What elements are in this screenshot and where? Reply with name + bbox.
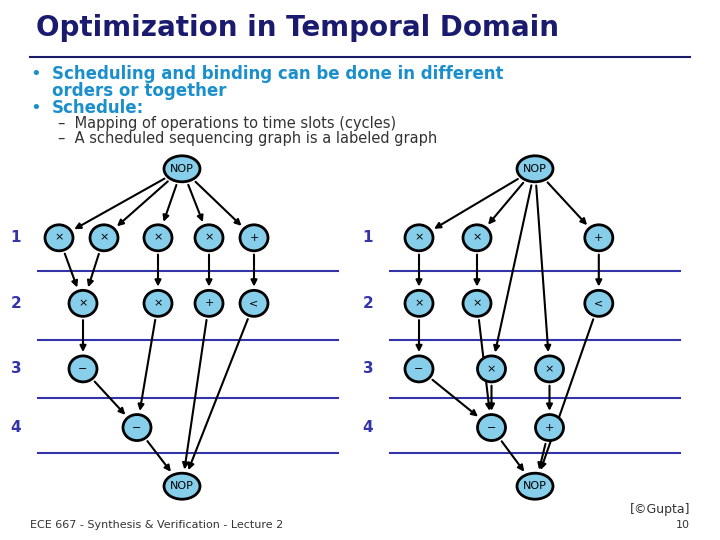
Text: NOP: NOP <box>523 481 547 491</box>
Text: ×: × <box>472 298 482 308</box>
Ellipse shape <box>144 225 172 251</box>
Text: ×: × <box>78 298 88 308</box>
Ellipse shape <box>195 225 223 251</box>
Text: NOP: NOP <box>170 481 194 491</box>
Text: 1: 1 <box>363 230 373 245</box>
Text: ×: × <box>99 233 109 243</box>
Text: 4: 4 <box>11 420 22 435</box>
Text: 3: 3 <box>363 361 373 376</box>
Ellipse shape <box>463 225 491 251</box>
Ellipse shape <box>69 291 97 316</box>
Text: ×: × <box>414 298 423 308</box>
Ellipse shape <box>477 356 505 382</box>
Text: ×: × <box>153 233 163 243</box>
Text: −: − <box>414 364 423 374</box>
Ellipse shape <box>405 225 433 251</box>
Ellipse shape <box>477 415 505 441</box>
Text: ×: × <box>54 233 63 243</box>
Ellipse shape <box>463 291 491 316</box>
Text: ×: × <box>545 364 554 374</box>
Text: Schedule:: Schedule: <box>52 99 144 117</box>
Text: ×: × <box>153 298 163 308</box>
Text: −: − <box>487 422 496 433</box>
Text: NOP: NOP <box>523 164 547 174</box>
Ellipse shape <box>536 356 564 382</box>
Text: Optimization in Temporal Domain: Optimization in Temporal Domain <box>36 14 559 42</box>
Text: ×: × <box>414 233 423 243</box>
Text: ECE 667 - Synthesis & Verification - Lecture 2: ECE 667 - Synthesis & Verification - Lec… <box>30 520 283 530</box>
Text: •: • <box>30 99 41 117</box>
Text: +: + <box>594 233 603 243</box>
Ellipse shape <box>164 473 200 499</box>
Text: 2: 2 <box>11 296 22 311</box>
Ellipse shape <box>240 225 268 251</box>
Ellipse shape <box>585 291 613 316</box>
Text: 3: 3 <box>11 361 22 376</box>
Text: –  A scheduled sequencing graph is a labeled graph: – A scheduled sequencing graph is a labe… <box>58 131 437 146</box>
Text: ×: × <box>204 233 214 243</box>
Text: 2: 2 <box>363 296 374 311</box>
Text: [©Gupta]: [©Gupta] <box>629 503 690 516</box>
Ellipse shape <box>405 356 433 382</box>
Text: orders or together: orders or together <box>52 82 227 100</box>
Text: +: + <box>249 233 258 243</box>
Text: –  Mapping of operations to time slots (cycles): – Mapping of operations to time slots (c… <box>58 116 396 131</box>
Ellipse shape <box>517 156 553 182</box>
Text: 10: 10 <box>676 520 690 530</box>
Text: Scheduling and binding can be done in different: Scheduling and binding can be done in di… <box>52 65 503 83</box>
Ellipse shape <box>45 225 73 251</box>
Text: <: < <box>594 298 603 308</box>
Text: −: − <box>132 422 142 433</box>
Text: +: + <box>204 298 214 308</box>
Text: ×: × <box>472 233 482 243</box>
Ellipse shape <box>144 291 172 316</box>
Text: ×: × <box>487 364 496 374</box>
Ellipse shape <box>195 291 223 316</box>
Text: 1: 1 <box>11 230 22 245</box>
Text: •: • <box>30 65 41 83</box>
Ellipse shape <box>90 225 118 251</box>
Ellipse shape <box>405 291 433 316</box>
Ellipse shape <box>536 415 564 441</box>
Ellipse shape <box>240 291 268 316</box>
Ellipse shape <box>69 356 97 382</box>
Text: <: < <box>249 298 258 308</box>
Text: 4: 4 <box>363 420 373 435</box>
Ellipse shape <box>517 473 553 499</box>
Text: −: − <box>78 364 88 374</box>
Ellipse shape <box>585 225 613 251</box>
Ellipse shape <box>164 156 200 182</box>
Ellipse shape <box>123 415 151 441</box>
Text: +: + <box>545 422 554 433</box>
Text: NOP: NOP <box>170 164 194 174</box>
